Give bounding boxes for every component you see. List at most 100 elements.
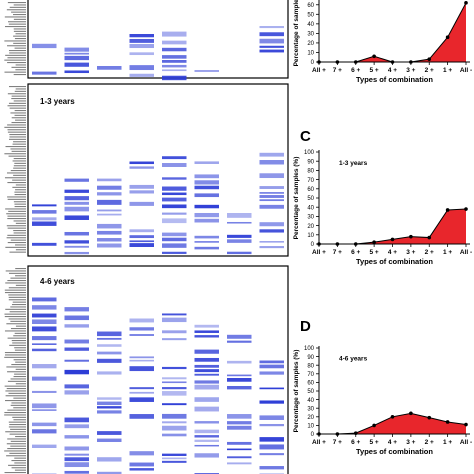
heatmap-band [129,240,154,243]
sample-label-mark [12,301,26,303]
heatmap-band [129,65,154,71]
data-point [409,234,413,239]
x-axis-label: Types of combination [356,257,433,266]
heatmap-band [64,251,89,255]
heatmap-band [194,70,219,72]
x-tick-label: 5 + [370,439,379,446]
heatmap-band [194,380,219,384]
sample-label-mark [7,371,27,373]
heatmap-band [32,403,57,409]
data-point [390,415,395,419]
sample-label-mark [10,148,26,150]
y-tick-label: 80 [307,363,314,369]
sample-label-mark [14,373,26,375]
heatmap-sample-labels [4,86,27,253]
data-point [372,423,376,428]
x-tick-label: 7 + [333,67,342,74]
sample-label-mark [4,450,26,452]
sample-label-mark [5,26,26,28]
sample-label-mark [7,234,27,236]
heatmap-band [97,192,122,196]
sample-label-mark [10,445,26,447]
sample-label-mark [14,191,26,193]
y-tick-label: 0 [311,242,315,248]
sample-label-mark [14,110,26,112]
heatmap-band [162,330,187,334]
sample-label-mark [13,232,26,234]
heatmap-band [162,55,187,59]
heatmap-band [64,55,89,61]
heatmap-band [64,339,89,344]
sample-label-mark [15,249,26,251]
sample-label-mark [4,356,26,358]
heatmap-band [64,196,89,201]
heatmap-band [64,307,89,312]
heatmap-band [32,422,57,427]
x-tick-label: 5 + [370,249,379,256]
x-tick-label: 5 + [370,67,379,74]
heatmap-panel-3: 4-6 years [4,265,289,474]
heatmap-band [259,32,284,37]
heatmap-band [162,197,187,202]
sample-label-mark [8,86,26,88]
heatmap-band [259,199,284,202]
heatmap-band [64,315,89,321]
sample-label-mark [11,66,26,68]
heatmap-band [162,232,187,237]
sample-label-mark [12,342,26,344]
sample-label-mark [11,150,26,152]
heatmap-band [259,222,284,227]
sample-label-mark [15,436,26,438]
heatmap-band [129,356,154,359]
sample-label-mark [13,4,26,6]
heatmap-band [259,160,284,165]
sample-label-mark [14,38,26,40]
sample-label-mark [15,361,26,363]
sample-label-mark [7,218,27,220]
sample-label-mark [6,443,27,445]
heatmap-band [129,73,154,77]
heatmap-band [194,330,219,333]
heatmap-band [129,184,154,189]
heatmap-band [129,201,154,206]
heatmap-band [64,215,89,220]
sample-label-mark [11,402,26,404]
heatmap-band [129,166,154,169]
data-point [427,235,432,240]
y-axis-label: Percentage of samples (%) [293,157,300,240]
heatmap-band [162,338,187,341]
heatmap-band [32,343,57,345]
heatmap-band [162,251,187,254]
sample-label-mark [15,268,26,270]
sample-label-mark [10,428,26,430]
sample-label-mark [15,119,26,121]
heatmap-band [97,209,122,212]
sample-label-mark [6,366,26,368]
x-tick-label: 7 + [333,249,342,256]
y-tick-label: 0 [311,60,315,66]
heatmap-band [97,337,122,340]
heatmap-band [129,52,154,56]
heatmap-band [32,444,57,448]
heatmap-band [162,156,187,160]
sample-label-mark [4,40,26,42]
heatmap-band [64,231,89,236]
heatmap-band [129,366,154,372]
heatmap-band [162,313,187,316]
heatmap-band [97,397,122,400]
sample-label-mark [7,448,27,450]
heatmap-band [194,193,219,198]
sample-label-mark [15,383,26,385]
y-tick-label: 40 [307,22,314,28]
sample-label-mark [7,337,27,339]
x-tick-label: 6 + [351,249,360,256]
sample-label-mark [11,304,26,306]
sample-label-mark [12,179,26,181]
sample-label-mark [7,227,27,229]
x-tick-label: 4 + [388,67,397,74]
sample-label-mark [8,294,26,296]
heatmap-band [64,417,89,423]
heatmap-band [162,60,187,63]
sample-label-mark [13,18,26,20]
heatmap-band [64,240,89,244]
